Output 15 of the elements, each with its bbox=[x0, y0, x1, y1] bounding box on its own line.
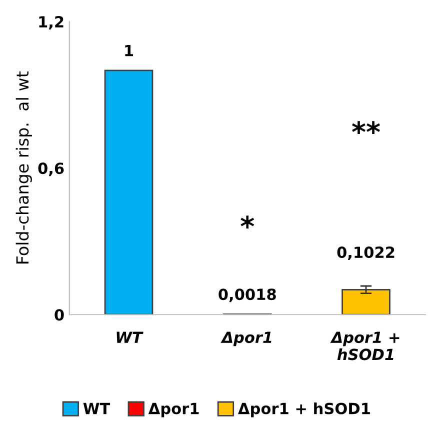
annotation: ** bbox=[352, 121, 380, 134]
x-tick-label: WT bbox=[116, 332, 144, 343]
data-label: 1 bbox=[125, 44, 134, 56]
y-axis-title: Fold-change risp. al wt bbox=[16, 71, 32, 264]
legend-label: Δpor1 + hSOD1 bbox=[238, 402, 370, 418]
x-tick-label: Δpor1 + hSOD1 bbox=[330, 332, 400, 360]
legend-label: Δpor1 bbox=[148, 402, 199, 418]
x-tick-label: Δpor1 bbox=[220, 332, 272, 346]
y-tick-label: 0,6 bbox=[38, 162, 64, 176]
y-tick-label: 1,2 bbox=[39, 16, 64, 30]
data-label: 0,1022 bbox=[337, 246, 394, 260]
y-tick-label: 0 bbox=[54, 309, 64, 321]
annotation: * bbox=[240, 216, 254, 228]
legend-label: WT bbox=[83, 402, 110, 414]
data-label: 0,0018 bbox=[218, 288, 276, 302]
